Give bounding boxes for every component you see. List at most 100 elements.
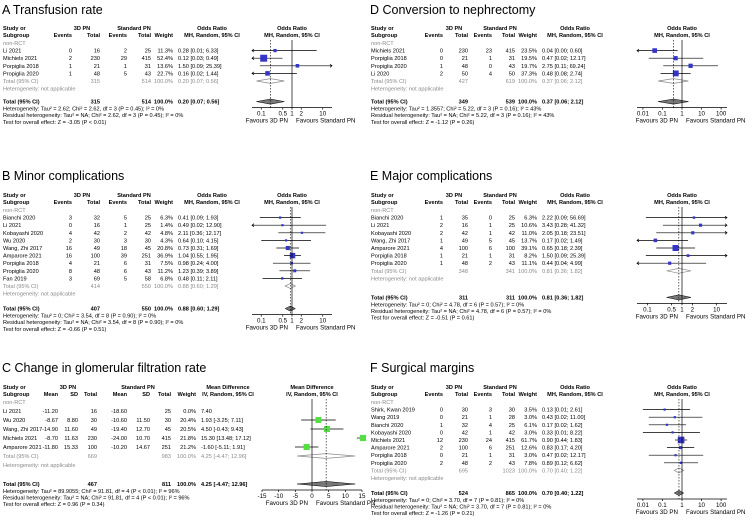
study-cell: 35 [462,216,468,222]
study-estimate-box [300,231,304,234]
study-cell: -10.20 [111,445,127,451]
study-estimate-box [688,63,693,68]
total-label: Total (95% CI) [371,295,408,301]
subtotal-label: Total (95% CI) [371,468,407,474]
study-cell: 24 [486,438,492,444]
study-cell: 32 [94,216,100,222]
x-tick-label: 100 [716,111,727,118]
subtotal-diamond [297,453,356,459]
study-cell: 16 [462,223,468,229]
subgroup-heterogeneity: Heterogeneity: not applicable [371,276,443,282]
study-cell: 2 [69,238,72,244]
x-tick-label: 2 [300,318,304,325]
study-cell: 5 [124,216,127,222]
subgroup-heterogeneity: Heterogeneity: not applicable [3,463,75,469]
study-name: Amparore 2021 [3,254,42,260]
study-estimate-box [668,261,672,265]
study-cell: 30 [509,408,515,414]
total-cell: 811 [162,482,171,488]
study-estimate-box [273,48,277,53]
study-cell: 10.6% [521,223,537,229]
study-estimate-box [315,417,322,423]
subtotal-diamond [673,467,685,474]
total-cell: 100.0% [518,295,537,301]
header-column: Total [158,392,171,398]
header-subgroup: Subgroup [371,200,398,206]
subgroup-heterogeneity: Heterogeneity: not applicable [3,292,75,298]
x-tick-label: 1 [680,306,684,313]
study-cell: 5 [124,276,127,282]
study-name: Li 2021 [3,409,21,415]
x-tick-label: -15 [258,493,268,500]
x-tick-label: 0.5 [278,111,287,118]
total-cell: 4.25 [-4.47; 12.96] [201,482,247,488]
study-cell: 16 [66,246,72,252]
study-cell: -24.00 [111,436,127,442]
study-cell: 5 [124,71,127,77]
study-cell: 11.1% [522,261,537,267]
ci-arrow [724,253,728,258]
study-cell: 0.89 [0.12; 6.62] [542,461,583,467]
study-cell: 251 [162,445,171,451]
study-cell: 0.33 [0.01; 8.22] [542,430,583,436]
header-subgroup: Subgroup [3,200,30,206]
study-cell: 6.3% [160,216,173,222]
study-cell: 1.04 [0.55; 1.95] [178,254,219,260]
study-cell: 21.2% [180,445,196,451]
header-method: MH, Random, 95% CI [264,33,320,39]
x-tick-label: 0.1 [658,502,667,509]
subtotal-cell: 315 [91,79,100,85]
header-group: Mean Difference [290,385,333,391]
total-cell: 0.37 [0.06; 2.12] [542,100,583,106]
study-cell: 6 [489,446,492,452]
subtotal-diamond [256,78,285,84]
study-cell: 1.50 [0.09; 25.39] [178,64,222,70]
x-tick-label: 0.5 [667,306,676,313]
study-cell: 0 [440,453,443,459]
study-cell: 100 [506,246,515,252]
panel-title: E Major complications [370,169,492,183]
subtotal-cell: 0.20 [0.07; 0.56] [178,79,219,85]
heterogeneity-stat: Test for overall effect: Z = -1.12 (P = … [371,120,474,126]
study-estimate-box [295,64,300,68]
study-cell: 415 [142,56,151,62]
study-cell: 31 [145,261,151,267]
study-cell: 0 [440,415,443,421]
study-cell: 16 [94,223,100,229]
study-cell: 16 [94,49,100,55]
subgroup-label: non-RCT [371,400,394,406]
favours-right: Favours Standard PN [686,509,746,516]
study-cell: 11.3% [158,49,173,55]
header-method: MH, Random, 95% CI [654,33,710,39]
study-cell: 7.40 [201,409,212,415]
header-group: Odds Ratio [277,26,307,32]
subtotal-cell: 1023 [503,468,515,474]
study-cell: 2 [440,446,443,452]
study-cell: 2 [69,56,72,62]
header-group: 3D PN [60,385,76,391]
header-study: Study or [371,26,395,32]
study-cell: 14.67 [136,445,150,451]
study-name: Propiglia 2020 [3,269,39,275]
study-cell: 100 [88,445,97,451]
study-cell: 19.7% [521,64,537,70]
subtotal-cell: 4.25 [-4.47; 12.96] [201,454,247,460]
header-subgroup: Subgroup [3,33,30,39]
study-name: Li 2021 [371,223,389,229]
panel-title: A Transfusion rate [2,3,103,17]
heterogeneity-stat: Heterogeneity: Tau² = 0; Chi² = 3.70, df… [371,498,524,504]
header-group: Mean Difference [206,385,249,391]
study-cell: 2.05 [0.18; 23.51] [542,231,586,237]
favours-left: Favours 3D PN [636,118,678,125]
study-cell: 0 [440,408,443,414]
header-group: Odds Ratio [197,193,227,199]
subtotal-label: Total (95% CI) [3,284,39,290]
study-cell: 6 [489,246,492,252]
study-cell: 100 [91,254,100,260]
subgroup-heterogeneity: Heterogeneity: not applicable [371,476,443,482]
subtotal-label: Total (95% CI) [3,454,39,460]
header-column: Weight [154,33,173,39]
study-cell: 23 [486,49,492,55]
study-cell: 8 [69,269,72,275]
study-cell: -10.60 [111,418,127,424]
